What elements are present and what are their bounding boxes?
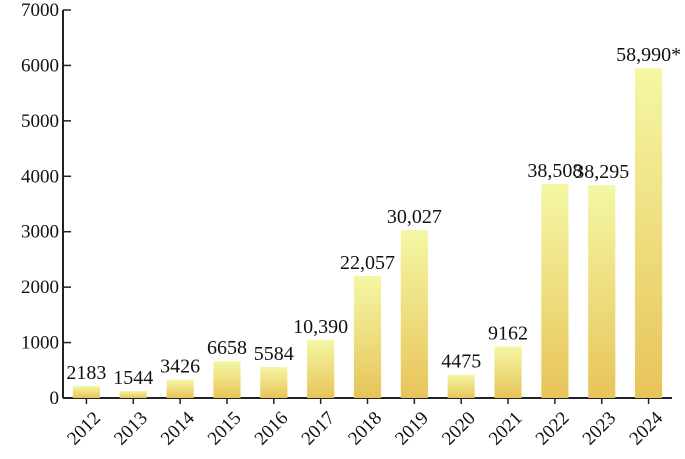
bar-2016 xyxy=(260,366,288,398)
x-tick-label: 2018 xyxy=(344,408,386,450)
x-tick-label: 2016 xyxy=(251,408,293,450)
y-tick-label: 7000 xyxy=(21,0,59,21)
bar-2020 xyxy=(447,374,475,398)
bar-2022 xyxy=(541,184,569,398)
y-tick-label: 4000 xyxy=(21,166,59,187)
data-label-2016: 5584 xyxy=(254,343,294,365)
x-axis: 2012 2013 2014 2015 2016 2017 2018 2019 2020 2021… xyxy=(63,397,672,450)
bar-2013 xyxy=(119,391,147,398)
y-tick-label: 3000 xyxy=(21,222,59,243)
bars xyxy=(72,68,663,398)
data-label-2020: 4475 xyxy=(441,351,481,373)
bar-2017 xyxy=(307,339,335,398)
bar-2023 xyxy=(588,185,616,398)
y-tick-label: 1000 xyxy=(21,333,59,354)
data-label-2023: 38,295 xyxy=(574,161,629,183)
y-tick-label: 2000 xyxy=(21,277,59,298)
x-tick-label: 2013 xyxy=(110,408,152,450)
x-tick-label: 2015 xyxy=(204,408,246,450)
bar-2019 xyxy=(400,230,428,398)
bar-2012 xyxy=(72,386,101,398)
data-label-2014: 3426 xyxy=(160,356,200,378)
y-tick-label: 6000 xyxy=(21,55,59,76)
data-label-2017: 10,390 xyxy=(293,316,348,338)
x-tick-label: 2019 xyxy=(391,408,433,450)
data-label-2024: 58,990* xyxy=(616,44,681,66)
x-tick-label: 2023 xyxy=(579,408,621,450)
x-tick-label: 2020 xyxy=(438,408,480,450)
data-label-2019: 30,027 xyxy=(387,206,442,228)
bar-2014 xyxy=(166,379,194,398)
x-tick-label: 2021 xyxy=(485,408,527,450)
data-label-2018: 22,057 xyxy=(340,252,395,274)
bar-2015 xyxy=(213,361,241,398)
x-tick-label: 2017 xyxy=(298,408,340,450)
data-label-2013: 1544 xyxy=(113,367,153,389)
data-labels: 2183 1544 3426 6658 5584 10,390 22,057 30,027 44… xyxy=(66,44,681,389)
y-axis: 0 1000 2000 3000 4000 5000 6000 7000 xyxy=(21,0,71,409)
y-tick-label: 0 xyxy=(50,388,60,409)
x-tick-label: 2024 xyxy=(625,407,667,449)
data-label-2012: 2183 xyxy=(66,362,106,384)
bar-2024 xyxy=(634,68,663,398)
y-tick-label: 5000 xyxy=(21,111,59,132)
data-label-2022: 38,508 xyxy=(527,160,582,182)
x-tick-label: 2012 xyxy=(63,408,105,450)
bar-2021 xyxy=(494,346,522,398)
x-tick-label: 2022 xyxy=(532,408,574,450)
data-label-2021: 9162 xyxy=(488,322,528,344)
x-tick-label: 2014 xyxy=(157,407,199,449)
bar-2018 xyxy=(353,276,382,398)
data-label-2015: 6658 xyxy=(207,337,247,359)
